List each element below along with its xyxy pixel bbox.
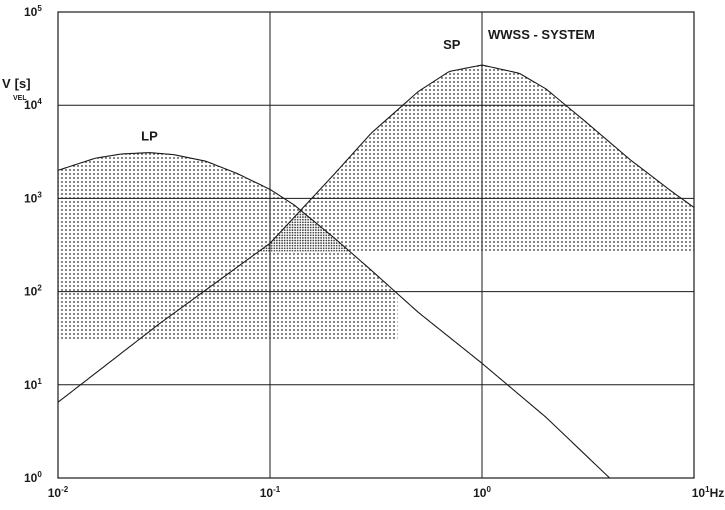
plot-frame [57, 11, 695, 479]
y-axis-subscript: VEL [13, 95, 27, 102]
chart-title: WWSS - SYSTEM [488, 27, 595, 42]
curve-lp [57, 152, 611, 479]
series-label-lp: LP [141, 128, 158, 143]
x-tick-label: 101Hz [692, 485, 724, 500]
y-axis-unit: [s] [15, 76, 31, 91]
y-tick-label: 101 [24, 377, 42, 392]
y-axis-symbol: V [2, 76, 11, 91]
y-tick-label: 100 [24, 470, 42, 485]
y-axis-label: V [s] [2, 76, 31, 91]
y-tick-label: 105 [24, 4, 42, 19]
shaded-regions [58, 65, 694, 341]
series-curves [57, 64, 695, 479]
y-tick-label: 103 [24, 190, 42, 205]
y-tick-label: 102 [24, 284, 42, 299]
shaded-band-sp [260, 65, 694, 252]
tick-labels: 100 101 102 103 104 105 10-2 10-1 100 101Hz [24, 4, 724, 500]
y-tick-label: 104 [24, 97, 42, 112]
series-label-sp: SP [443, 37, 461, 52]
shaded-band-lp [58, 152, 398, 341]
overlap-region [259, 210, 349, 252]
x-tick-label: 10-1 [260, 485, 281, 500]
x-tick-label: 100 [473, 485, 491, 500]
curve-sp [57, 64, 695, 403]
x-tick-label: 10-2 [48, 485, 69, 500]
